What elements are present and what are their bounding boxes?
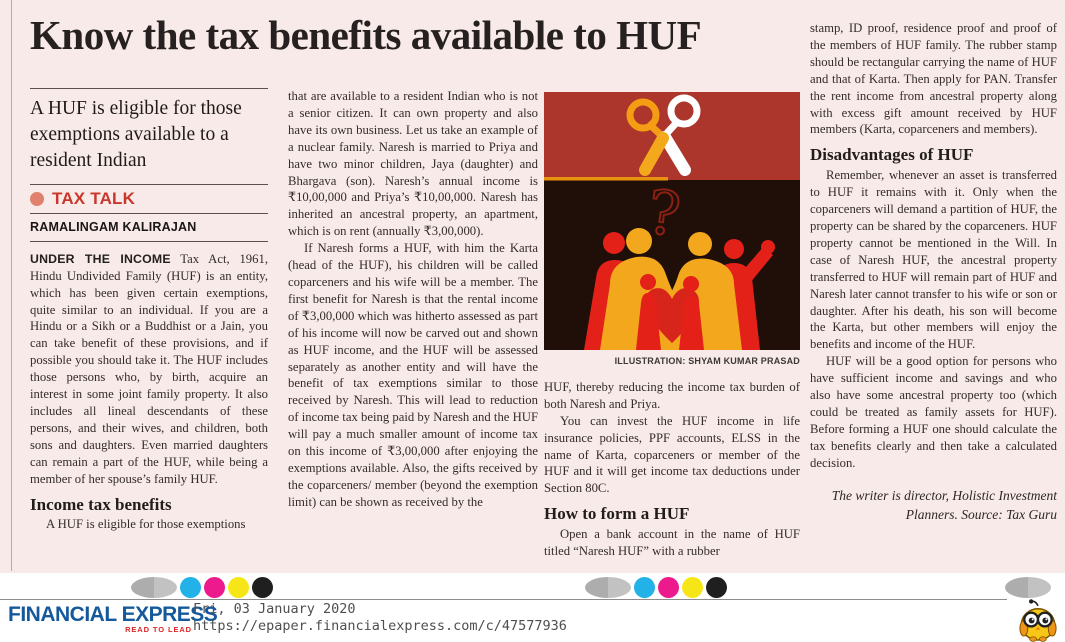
paragraph: HUF will be a good option for persons wh… — [810, 354, 1057, 470]
paragraph: Remember, whenever an asset is transferr… — [810, 168, 1057, 352]
gray-oval-mark — [131, 577, 177, 598]
subhead-disadvantages-of-huf: Disadvantages of HUF — [810, 145, 974, 165]
paragraph: that are available to a resident Indian … — [288, 89, 538, 239]
paragraph: Open a bank account in the name of HUF t… — [544, 527, 800, 559]
illustration-credit: ILLUSTRATION: SHYAM KUMAR PRASAD — [614, 356, 800, 366]
tax-talk-bullet-icon — [30, 192, 44, 207]
brand-tagline: READ TO LEAD — [125, 625, 192, 634]
paragraph: UNDER THE INCOME Tax Act, 1961, Hindu Un… — [30, 251, 268, 488]
footer-divider — [0, 599, 1007, 600]
column-1: A HUF is eligible for those exemptions a… — [30, 88, 268, 533]
article-headline: Know the tax benefits available to HUF — [30, 12, 702, 58]
gray-oval-mark — [1005, 577, 1051, 598]
cmyk-dot-cyan — [634, 577, 655, 598]
paragraph: If Naresh forms a HUF, with him the Kart… — [288, 241, 538, 509]
lead-in: UNDER THE INCOME — [30, 251, 171, 266]
column-4: stamp, ID proof, residence proof and pro… — [810, 20, 1057, 525]
gray-oval-mark — [585, 577, 631, 598]
paragraph: You can invest the HUF income in life in… — [544, 413, 800, 496]
cmyk-dot-black — [706, 577, 727, 598]
subhead-how-to-form-a-huf: How to form a HUF — [544, 504, 690, 524]
cmyk-dot-cyan — [180, 577, 201, 598]
paragraph: HUF, thereby reducing the income tax bur… — [544, 379, 800, 411]
registration-marks-right — [1005, 577, 1051, 598]
subhead-income-tax-benefits: Income tax benefits — [30, 494, 172, 514]
column-trim-line — [11, 0, 12, 571]
cmyk-dot-yellow — [228, 577, 249, 598]
author-byline: RAMALINGAM KALIRAJAN — [30, 214, 268, 242]
epaper-meta: Fri, 03 January 2020 https://epaper.fina… — [193, 601, 567, 635]
publication-date: Fri, 03 January 2020 — [193, 601, 356, 617]
cmyk-dot-black — [252, 577, 273, 598]
cmyk-dot-magenta — [204, 577, 225, 598]
paragraph: stamp, ID proof, residence proof and pro… — [810, 21, 1057, 137]
paragraph: A HUF is eligible for those exemptions — [46, 517, 246, 532]
section-kicker: TAX TALK — [30, 185, 268, 214]
cmyk-dot-magenta — [658, 577, 679, 598]
huf-family-illustration: ? — [544, 92, 800, 350]
epaper-url[interactable]: https://epaper.financialexpress.com/c/47… — [193, 618, 567, 634]
owl-mascot-icon — [1019, 599, 1057, 642]
financial-express-logo: FINANCIAL EXPRESS READ TO LEAD — [8, 603, 218, 634]
brand-name: FINANCIAL EXPRESS — [8, 603, 218, 626]
lead-body: Tax Act, 1961, Hindu Undivided Family (H… — [30, 251, 268, 486]
news-article: Know the tax benefits available to HUF A… — [0, 0, 1065, 573]
cmyk-dot-yellow — [682, 577, 703, 598]
registration-marks-center — [585, 577, 727, 598]
writer-credit: The writer is director, Holistic Investm… — [831, 487, 1057, 523]
registration-marks-left — [131, 577, 273, 598]
column-3: ? ILLUSTRATION: — [544, 92, 800, 560]
section-label: TAX TALK — [52, 189, 136, 208]
column-2: that are available to a resident Indian … — [288, 88, 538, 511]
standfirst: A HUF is eligible for those exemptions a… — [30, 88, 268, 185]
